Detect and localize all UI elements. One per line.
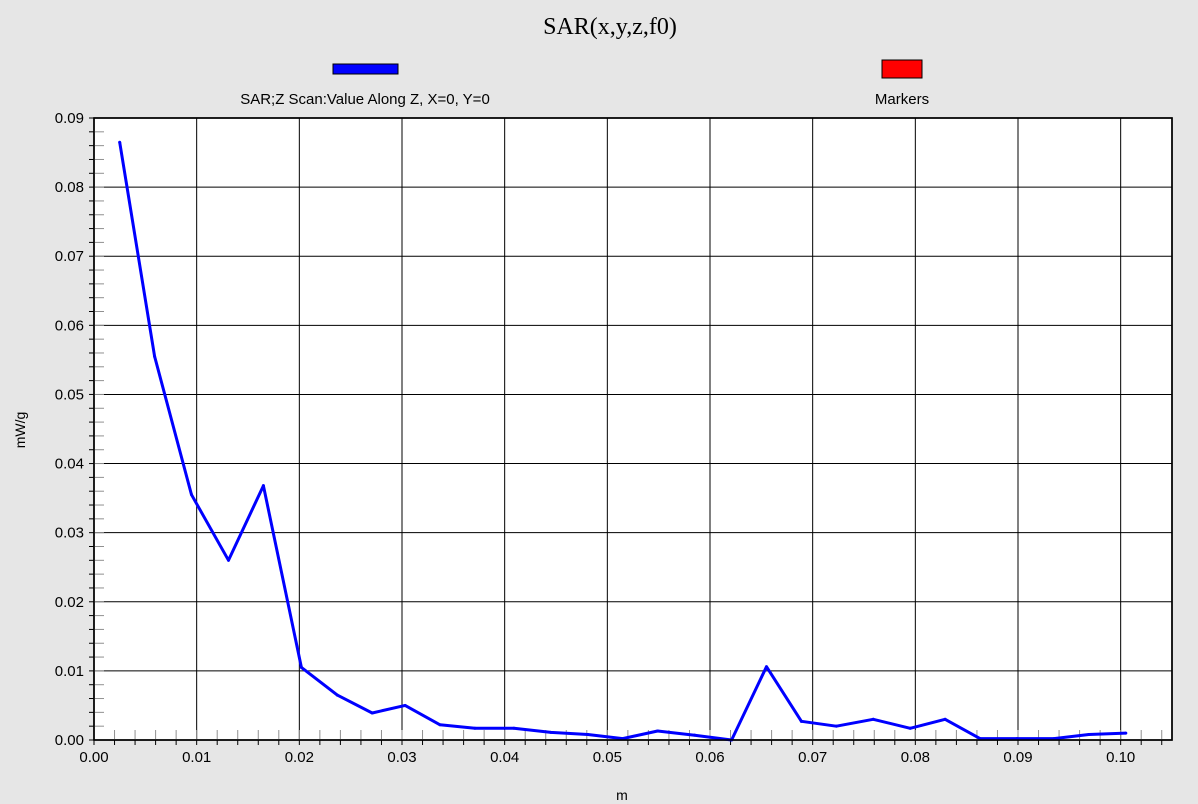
plot-area — [93, 117, 1173, 741]
x-tick-label: 0.00 — [79, 749, 108, 766]
data-point — [943, 717, 947, 721]
data-point — [549, 730, 553, 734]
y-tick-label: 0.02 — [55, 594, 84, 611]
data-point — [586, 732, 590, 736]
data-point — [656, 729, 660, 733]
chart-title: SAR(x,y,z,f0) — [543, 14, 677, 40]
data-point — [871, 717, 875, 721]
data-point — [1124, 731, 1128, 735]
y-tick-label: 0.06 — [55, 317, 84, 334]
data-point — [908, 726, 912, 730]
y-tick-label: 0.00 — [55, 732, 84, 749]
legend-label-sar: SAR;Z Scan:Value Along Z, X=0, Y=0 — [240, 91, 490, 108]
y-tick-label: 0.01 — [55, 663, 84, 680]
y-tick-label: 0.07 — [55, 248, 84, 265]
data-point — [153, 354, 157, 358]
data-point — [335, 693, 339, 697]
data-point — [1087, 732, 1091, 736]
x-tick-label: 0.09 — [1003, 749, 1032, 766]
y-tick-label: 0.03 — [55, 525, 84, 542]
data-point — [370, 711, 374, 715]
x-tick-label: 0.06 — [695, 749, 724, 766]
legend: SAR;Z Scan:Value Along Z, X=0, Y=0 Marke… — [240, 59, 929, 108]
legend-swatch-markers — [881, 59, 923, 79]
x-tick-label: 0.10 — [1106, 749, 1135, 766]
x-axis-label: m — [616, 787, 628, 803]
x-tick-labels: 0.00 0.01 0.02 0.03 0.04 0.05 0.06 0.07 0.08 0.09… — [79, 749, 1135, 766]
data-point — [299, 665, 303, 669]
data-point — [764, 665, 768, 669]
data-point — [438, 723, 442, 727]
y-tick-label: 0.05 — [55, 386, 84, 403]
plot-border — [93, 117, 1173, 741]
data-point — [799, 719, 803, 723]
legend-label-markers: Markers — [875, 91, 929, 108]
x-tick-label: 0.07 — [798, 749, 827, 766]
data-point — [512, 726, 516, 730]
data-point — [473, 726, 477, 730]
y-tick-label: 0.08 — [55, 179, 84, 196]
y-tick-label: 0.09 — [55, 110, 84, 127]
y-tick-labels: 0.00 0.01 0.02 0.03 0.04 0.05 0.06 0.07 0.08 0.09 — [55, 110, 84, 749]
data-point — [118, 140, 122, 144]
data-point — [226, 558, 230, 562]
data-point — [693, 733, 697, 737]
x-tick-label: 0.04 — [490, 749, 519, 766]
y-axis-label: mW/g — [12, 412, 28, 449]
x-tick-label: 0.08 — [901, 749, 930, 766]
data-point — [261, 484, 265, 488]
data-point — [403, 703, 407, 707]
data-point — [190, 493, 194, 497]
x-tick-label: 0.03 — [387, 749, 416, 766]
data-point — [834, 724, 838, 728]
grid-lines — [94, 118, 1172, 740]
legend-swatch-sar — [332, 63, 399, 75]
x-tick-label: 0.02 — [285, 749, 314, 766]
x-tick-label: 0.05 — [593, 749, 622, 766]
x-tick-label: 0.01 — [182, 749, 211, 766]
y-tick-label: 0.04 — [55, 456, 84, 473]
